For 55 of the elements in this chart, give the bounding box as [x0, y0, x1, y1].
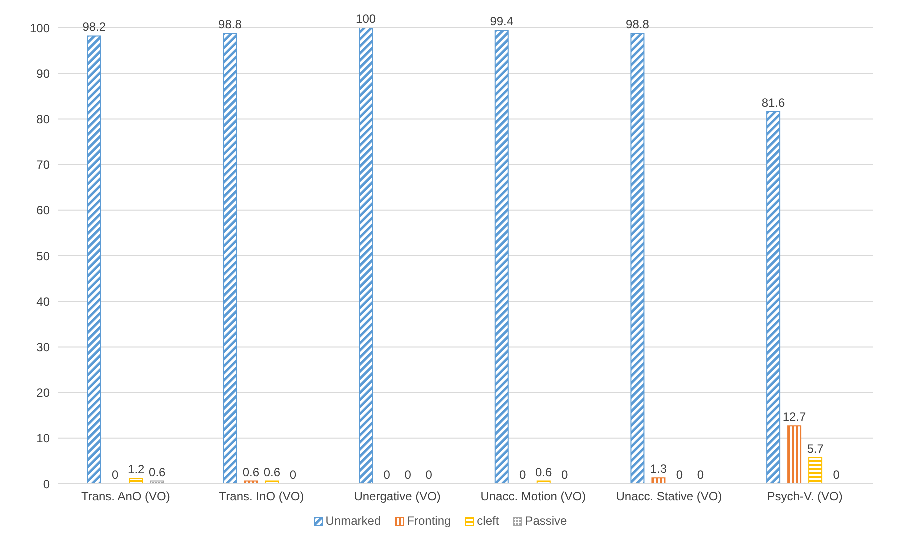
data-label: 0.6 [536, 465, 553, 480]
data-label: 0 [404, 468, 412, 482]
data-label: 0 [426, 468, 433, 482]
x-tick-label: Unacc. Stative (VO) [616, 490, 722, 504]
bar [630, 32, 645, 484]
y-tick-label: 90 [36, 66, 50, 81]
legend-label: Passive [524, 514, 568, 528]
data-label: 0.6 [149, 465, 166, 480]
x-tick-label: Unacc. Motion (VO) [480, 490, 586, 504]
bar [129, 478, 144, 484]
data-label: 0 [520, 468, 527, 482]
bar [359, 28, 374, 484]
data-label: 0 [697, 468, 704, 482]
y-tick-label: 10 [36, 432, 50, 446]
y-tick-label: 30 [36, 340, 50, 354]
y-tick-label: 40 [36, 294, 50, 309]
x-tick-label: Trans. AnO (VO) [81, 490, 170, 504]
data-label: 12.7 [782, 410, 807, 424]
y-tick-label: 50 [36, 249, 50, 264]
data-label: 0 [112, 468, 120, 482]
x-tick-label: Trans. InO (VO) [219, 490, 304, 504]
bar [494, 30, 509, 484]
data-label: 0.6 [242, 465, 260, 480]
bar [223, 32, 238, 484]
data-label: 81.6 [762, 96, 786, 110]
bar [766, 111, 781, 484]
data-label: 0 [676, 468, 684, 482]
data-label: 98.8 [626, 17, 650, 32]
data-label: 0.6 [264, 465, 281, 480]
data-label: 100 [356, 12, 376, 26]
legend-label: cleft [476, 514, 500, 528]
data-label: 0 [833, 468, 840, 482]
x-tick-label: Unergative (VO) [354, 490, 441, 504]
data-label: 0 [384, 468, 391, 482]
data-label: 0 [562, 468, 569, 482]
data-label: 1.3 [650, 462, 668, 476]
bar [808, 458, 823, 484]
y-tick-label: 0 [43, 477, 50, 492]
data-label: 0 [290, 468, 297, 482]
bar [788, 426, 802, 484]
y-tick-label: 70 [36, 158, 50, 172]
data-label: 98.2 [82, 20, 106, 34]
x-tick-label: Psych-V. (VO) [767, 490, 843, 504]
y-tick-label: 80 [36, 112, 50, 126]
y-tick-label: 100 [30, 21, 50, 36]
data-label: 1.2 [128, 462, 146, 477]
legend-label: Unmarked [324, 514, 382, 528]
y-tick-label: 60 [36, 204, 50, 218]
bar [87, 36, 102, 484]
data-label: 5.7 [807, 442, 824, 456]
bar [652, 478, 666, 484]
legend-label: Fronting [406, 514, 452, 528]
data-label: 99.4 [490, 14, 514, 29]
y-tick-label: 20 [36, 386, 50, 400]
data-label: 98.8 [218, 17, 242, 32]
